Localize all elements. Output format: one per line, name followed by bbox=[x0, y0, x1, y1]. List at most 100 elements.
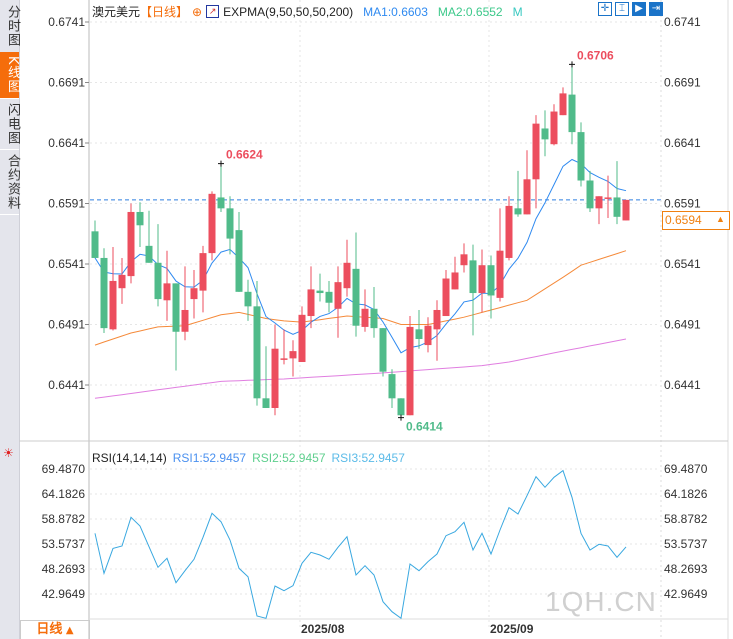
rsi-label-left: 53.5737 bbox=[42, 537, 86, 551]
ema9-line bbox=[94, 158, 627, 354]
crosshair-icon[interactable]: ✛ bbox=[598, 2, 612, 16]
candle-down bbox=[577, 132, 585, 181]
price-label-right: 0.6541 bbox=[664, 257, 701, 271]
price-annotation: 0.6414 bbox=[406, 420, 443, 434]
candle-down bbox=[487, 265, 495, 296]
rsi-label-left: 64.1826 bbox=[42, 487, 86, 501]
price-label-right: 0.6491 bbox=[664, 318, 701, 332]
price-annotation: 0.6706 bbox=[577, 48, 614, 62]
candle-down bbox=[235, 230, 243, 292]
cursor-icon[interactable]: ▶ bbox=[632, 2, 646, 16]
price-label-right: 0.6441 bbox=[664, 378, 701, 392]
indicator-icon[interactable]: ↗ bbox=[206, 5, 220, 18]
rsi-title[interactable]: RSI(14,14,14) bbox=[92, 451, 167, 465]
annotations: 0.6624 0.6706 0.6414 bbox=[218, 48, 614, 434]
ma1-value: MA1:0.6603 bbox=[363, 4, 428, 19]
candle-up bbox=[208, 193, 216, 254]
rsi-line bbox=[94, 469, 627, 620]
rsi1-value: RSI1:52.9457 bbox=[172, 451, 247, 465]
ma2-value: MA2:0.6552 bbox=[437, 4, 503, 19]
candle-up bbox=[451, 272, 459, 290]
watermark: 1QH.CN bbox=[545, 586, 657, 617]
chart-toolbar: ✛ ⌶ ▶ ⇥ bbox=[598, 2, 663, 16]
rsi-label-right: 58.8782 bbox=[664, 512, 708, 526]
tab-contract-info[interactable]: 合约资料 bbox=[0, 150, 20, 215]
price-label-left: 0.6741 bbox=[48, 15, 85, 29]
candle-down bbox=[469, 260, 477, 294]
candle-up bbox=[190, 288, 198, 300]
candle-up bbox=[559, 93, 567, 116]
candle-down bbox=[388, 374, 396, 399]
candle-up bbox=[343, 262, 351, 289]
ma-lines bbox=[94, 158, 627, 399]
candle-up bbox=[622, 199, 630, 221]
price-label-right: 0.6741 bbox=[664, 15, 701, 29]
candle-down bbox=[226, 208, 234, 239]
rsi-label-right: 42.9649 bbox=[664, 587, 708, 601]
candle-up bbox=[109, 280, 117, 330]
candle-down bbox=[244, 291, 252, 307]
rsi-panel bbox=[94, 469, 627, 620]
period-label[interactable]: 【日线】 bbox=[140, 5, 189, 19]
candle-up bbox=[424, 325, 432, 346]
rsi-label-left: 48.2693 bbox=[42, 562, 86, 576]
tab-kline[interactable]: K线图 bbox=[0, 52, 20, 99]
rsi2-value: RSI2:52.9457 bbox=[252, 451, 326, 465]
candle-up bbox=[118, 274, 126, 289]
grid bbox=[90, 0, 662, 630]
candle-down bbox=[370, 308, 378, 329]
indicator-name[interactable]: EXPMA(9,50,50,50,200) bbox=[223, 4, 354, 19]
extreme-cross-icon bbox=[218, 160, 224, 167]
axes: 0.6741 0.6741 0.6691 0.6691 0.6641 0.6641 0.65… bbox=[19, 0, 729, 639]
price-annotation: 0.6624 bbox=[226, 148, 263, 162]
candle-down bbox=[100, 257, 108, 329]
candle-up bbox=[604, 197, 612, 199]
candle-up bbox=[163, 283, 171, 301]
period-select-button[interactable]: 日线 ▲ bbox=[20, 620, 90, 639]
extreme-cross-icon bbox=[569, 61, 575, 68]
rsi-label-left: 42.9649 bbox=[42, 587, 86, 601]
candle-up bbox=[433, 309, 441, 330]
add-circle-icon[interactable]: ⊕ bbox=[192, 4, 203, 19]
tab-flash-chart[interactable]: 闪电图 bbox=[0, 99, 20, 150]
candle-down bbox=[325, 291, 333, 303]
caret-up-icon: ▲ bbox=[62, 625, 74, 636]
candle-up bbox=[271, 348, 279, 408]
candle-up bbox=[298, 314, 306, 363]
rsi-label-left: 58.8782 bbox=[42, 512, 86, 526]
candle-down bbox=[316, 290, 324, 294]
current-price-label: 0.6594 bbox=[662, 211, 730, 230]
candle-up bbox=[478, 265, 486, 294]
extreme-cross-icon bbox=[398, 414, 404, 421]
candle-up bbox=[505, 205, 513, 258]
more-indicator[interactable]: M bbox=[512, 4, 523, 19]
price-up-arrow-icon: ▲ bbox=[716, 214, 725, 224]
candle-down bbox=[514, 208, 522, 215]
candle-down bbox=[217, 197, 225, 209]
candle-down bbox=[262, 398, 270, 408]
range-icon[interactable]: ⌶ bbox=[615, 2, 629, 16]
candle-down bbox=[91, 231, 99, 258]
rsi-label-right: 53.5737 bbox=[664, 537, 708, 551]
price-label-left: 0.6691 bbox=[48, 76, 85, 90]
candle-up bbox=[181, 309, 189, 332]
candle-up bbox=[406, 326, 414, 416]
candle-down bbox=[172, 283, 180, 332]
sidebar: 分时图 K线图 闪电图 合约资料 bbox=[0, 0, 20, 639]
rsi-label-right: 48.2693 bbox=[664, 562, 708, 576]
candle-down bbox=[136, 211, 144, 226]
candle-up bbox=[523, 179, 531, 215]
period-button-label: 日线 bbox=[36, 622, 63, 637]
candle-down bbox=[253, 306, 261, 399]
candle-up bbox=[199, 253, 207, 291]
candle-up bbox=[127, 211, 135, 277]
settings-sun-icon[interactable]: ☀ bbox=[3, 446, 14, 460]
exit-icon[interactable]: ⇥ bbox=[649, 2, 663, 16]
candle-up bbox=[361, 308, 369, 327]
candle-up bbox=[496, 250, 504, 298]
ema200-line bbox=[94, 338, 627, 399]
candle-up bbox=[289, 351, 297, 359]
candle-down bbox=[352, 268, 360, 326]
